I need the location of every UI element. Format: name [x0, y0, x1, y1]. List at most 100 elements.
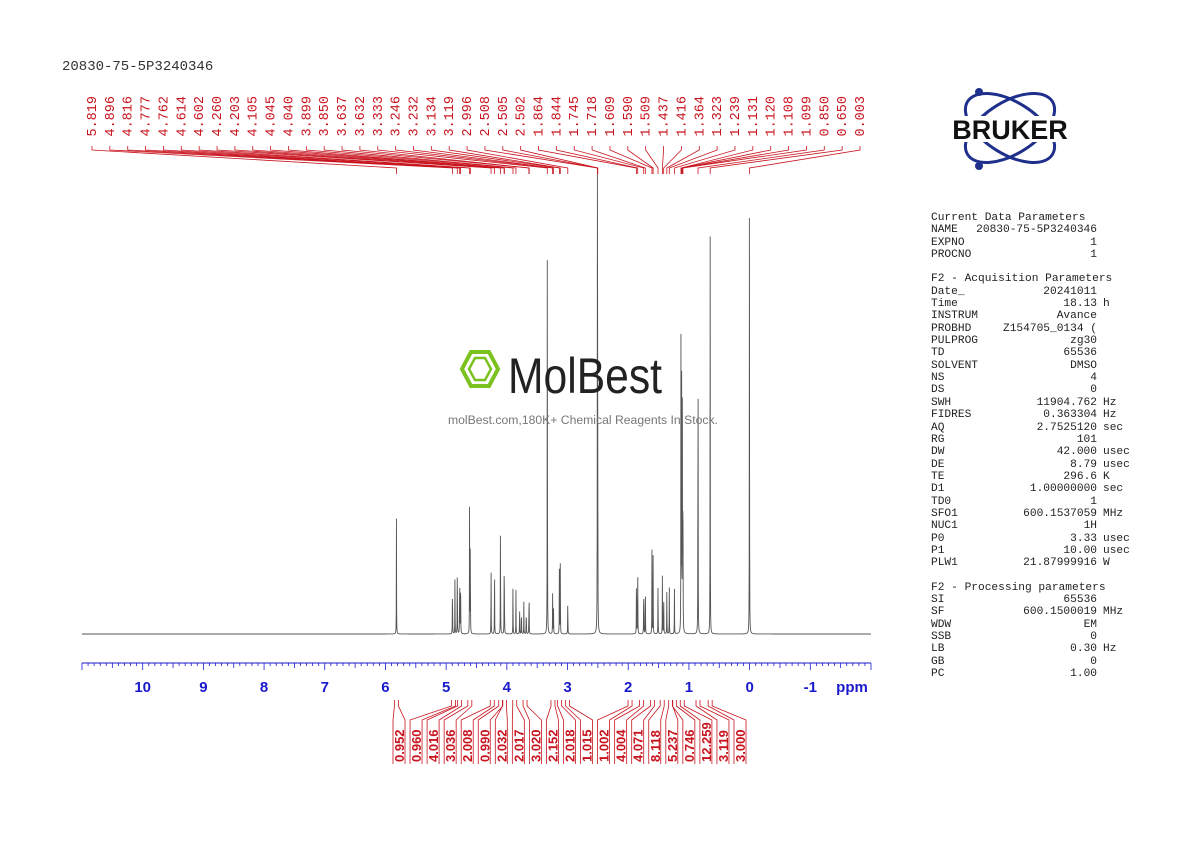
peak-label: 4.762: [157, 96, 172, 137]
integral-value: 2.032: [494, 729, 509, 762]
parameter-row: PROCNO 1: [931, 249, 1141, 261]
peak-connector: [359, 146, 530, 174]
integral-bracket: [392, 700, 395, 764]
peak-connector: [749, 146, 861, 174]
peak-connector: [609, 146, 653, 174]
parameter-value: 65536: [1063, 593, 1097, 606]
peak-label: 4.260: [211, 96, 226, 137]
bruker-logo: BRUKER: [928, 88, 1092, 170]
parameter-key: SSB: [931, 631, 952, 643]
peak-connector: [573, 146, 645, 174]
integral-bracket: [557, 700, 564, 764]
x-tick-label: 9: [199, 679, 207, 696]
integral-value: 1.015: [580, 729, 595, 762]
x-tick-label: 6: [381, 679, 389, 696]
peak-connector: [555, 146, 639, 174]
integral-bracket: [526, 700, 542, 764]
integral-bracket: [426, 700, 458, 764]
peak-connector: [109, 146, 453, 174]
parameter-key: SF: [931, 606, 945, 619]
x-tick-label: 0: [745, 679, 753, 696]
parameter-unit: MHz: [1103, 606, 1124, 619]
peak-connector: [252, 146, 501, 174]
parameter-unit: [1097, 594, 1141, 606]
integral-value: 2.008: [460, 729, 475, 762]
parameter-key: PLW1: [931, 557, 958, 570]
integral-bracket: [546, 700, 552, 764]
parameter-value: 20830-75-5P3240346: [976, 224, 1097, 237]
integral-bracket: [409, 700, 452, 764]
parameter-row: NUC1 1H: [931, 520, 1141, 532]
parameter-row: FIDRES 0.363304 Hz: [931, 409, 1141, 421]
integral-bracket: [561, 700, 576, 764]
peak-connector: [377, 146, 548, 174]
peak-label: 4.896: [104, 96, 119, 137]
parameter-value: 1.00: [1070, 668, 1097, 681]
parameter-unit: MHz: [1103, 507, 1124, 520]
parameter-unit: sec: [1103, 483, 1124, 496]
peak-connector: [680, 146, 754, 174]
parameter-section: Current Data Parameters NAME 20830-75-5P32…: [931, 212, 1141, 261]
parameter-value: 296.6: [1063, 470, 1097, 483]
parameter-row: SSB 0: [931, 631, 1141, 643]
parameter-value: 8.79: [1070, 458, 1097, 471]
peak-connector: [413, 146, 554, 174]
peak-label: 4.602: [193, 96, 208, 137]
peak-connector: [538, 146, 637, 174]
parameter-row: TD 65536: [931, 347, 1141, 359]
parameter-row: SWH 11904.762 Hz: [931, 397, 1141, 409]
parameter-value: DMSO: [1070, 359, 1097, 372]
peak-label: 1.745: [568, 96, 583, 137]
parameter-row: TD0 1: [931, 496, 1141, 508]
parameter-value: 0: [1090, 655, 1097, 668]
parameter-key: D1: [931, 483, 945, 496]
parameter-key: P0: [931, 532, 945, 545]
peak-label: 1.864: [533, 96, 548, 137]
integral-bracket: [597, 700, 629, 764]
peak-connector: [662, 146, 664, 174]
integral-bracket: [699, 700, 730, 764]
x-tick-label: 4: [503, 679, 512, 696]
peak-label: 5.819: [86, 96, 101, 137]
x-tick-label: 2: [624, 679, 632, 696]
peak-label: 3.637: [336, 96, 351, 137]
parameter-section-title: F2 - Processing parameters: [931, 581, 1106, 594]
parameter-key: P1: [931, 544, 945, 557]
peak-label: 4.105: [247, 96, 262, 137]
peak-connector-group: [91, 146, 861, 174]
integral-bracket: [614, 700, 640, 764]
peak-connector: [91, 146, 397, 174]
peak-connector: [682, 146, 807, 174]
x-tick-label: 10: [134, 679, 151, 696]
parameter-unit: [1097, 520, 1141, 532]
peak-connector: [502, 146, 598, 174]
parameter-key: PROBHD: [931, 322, 972, 335]
parameter-unit: Hz: [1103, 396, 1117, 409]
integral-value: 0.952: [392, 729, 407, 762]
integral-bracket: [683, 700, 713, 764]
integral-bracket: [695, 700, 718, 764]
peak-connector: [627, 146, 654, 174]
parameter-key: TE: [931, 470, 945, 483]
peak-connector: [466, 146, 569, 174]
parameter-value: 20241011: [1043, 285, 1097, 298]
parameter-row: SFO1 600.1537059 MHz: [931, 508, 1141, 520]
peak-label: 4.777: [140, 96, 155, 137]
peak-connector: [697, 146, 825, 174]
parameter-unit: [1097, 619, 1141, 631]
parameter-unit: W: [1103, 557, 1110, 570]
x-tick-label: 1: [685, 679, 693, 696]
parameter-value: 600.1500019: [1023, 606, 1097, 619]
parameter-key: SFO1: [931, 507, 958, 520]
integral-bracket: [569, 700, 593, 764]
parameter-row: SI 65536: [931, 594, 1141, 606]
peak-connector: [323, 146, 517, 174]
peak-connector: [666, 146, 700, 174]
parameter-value: 600.1537059: [1023, 507, 1097, 520]
parameter-row: WDW EM: [931, 619, 1141, 631]
parameter-value: 1: [1090, 236, 1097, 249]
peak-label: 1.437: [658, 96, 673, 137]
integral-bracket: [477, 700, 500, 764]
parameter-unit: [1097, 224, 1141, 236]
parameter-unit: usec: [1103, 544, 1130, 557]
